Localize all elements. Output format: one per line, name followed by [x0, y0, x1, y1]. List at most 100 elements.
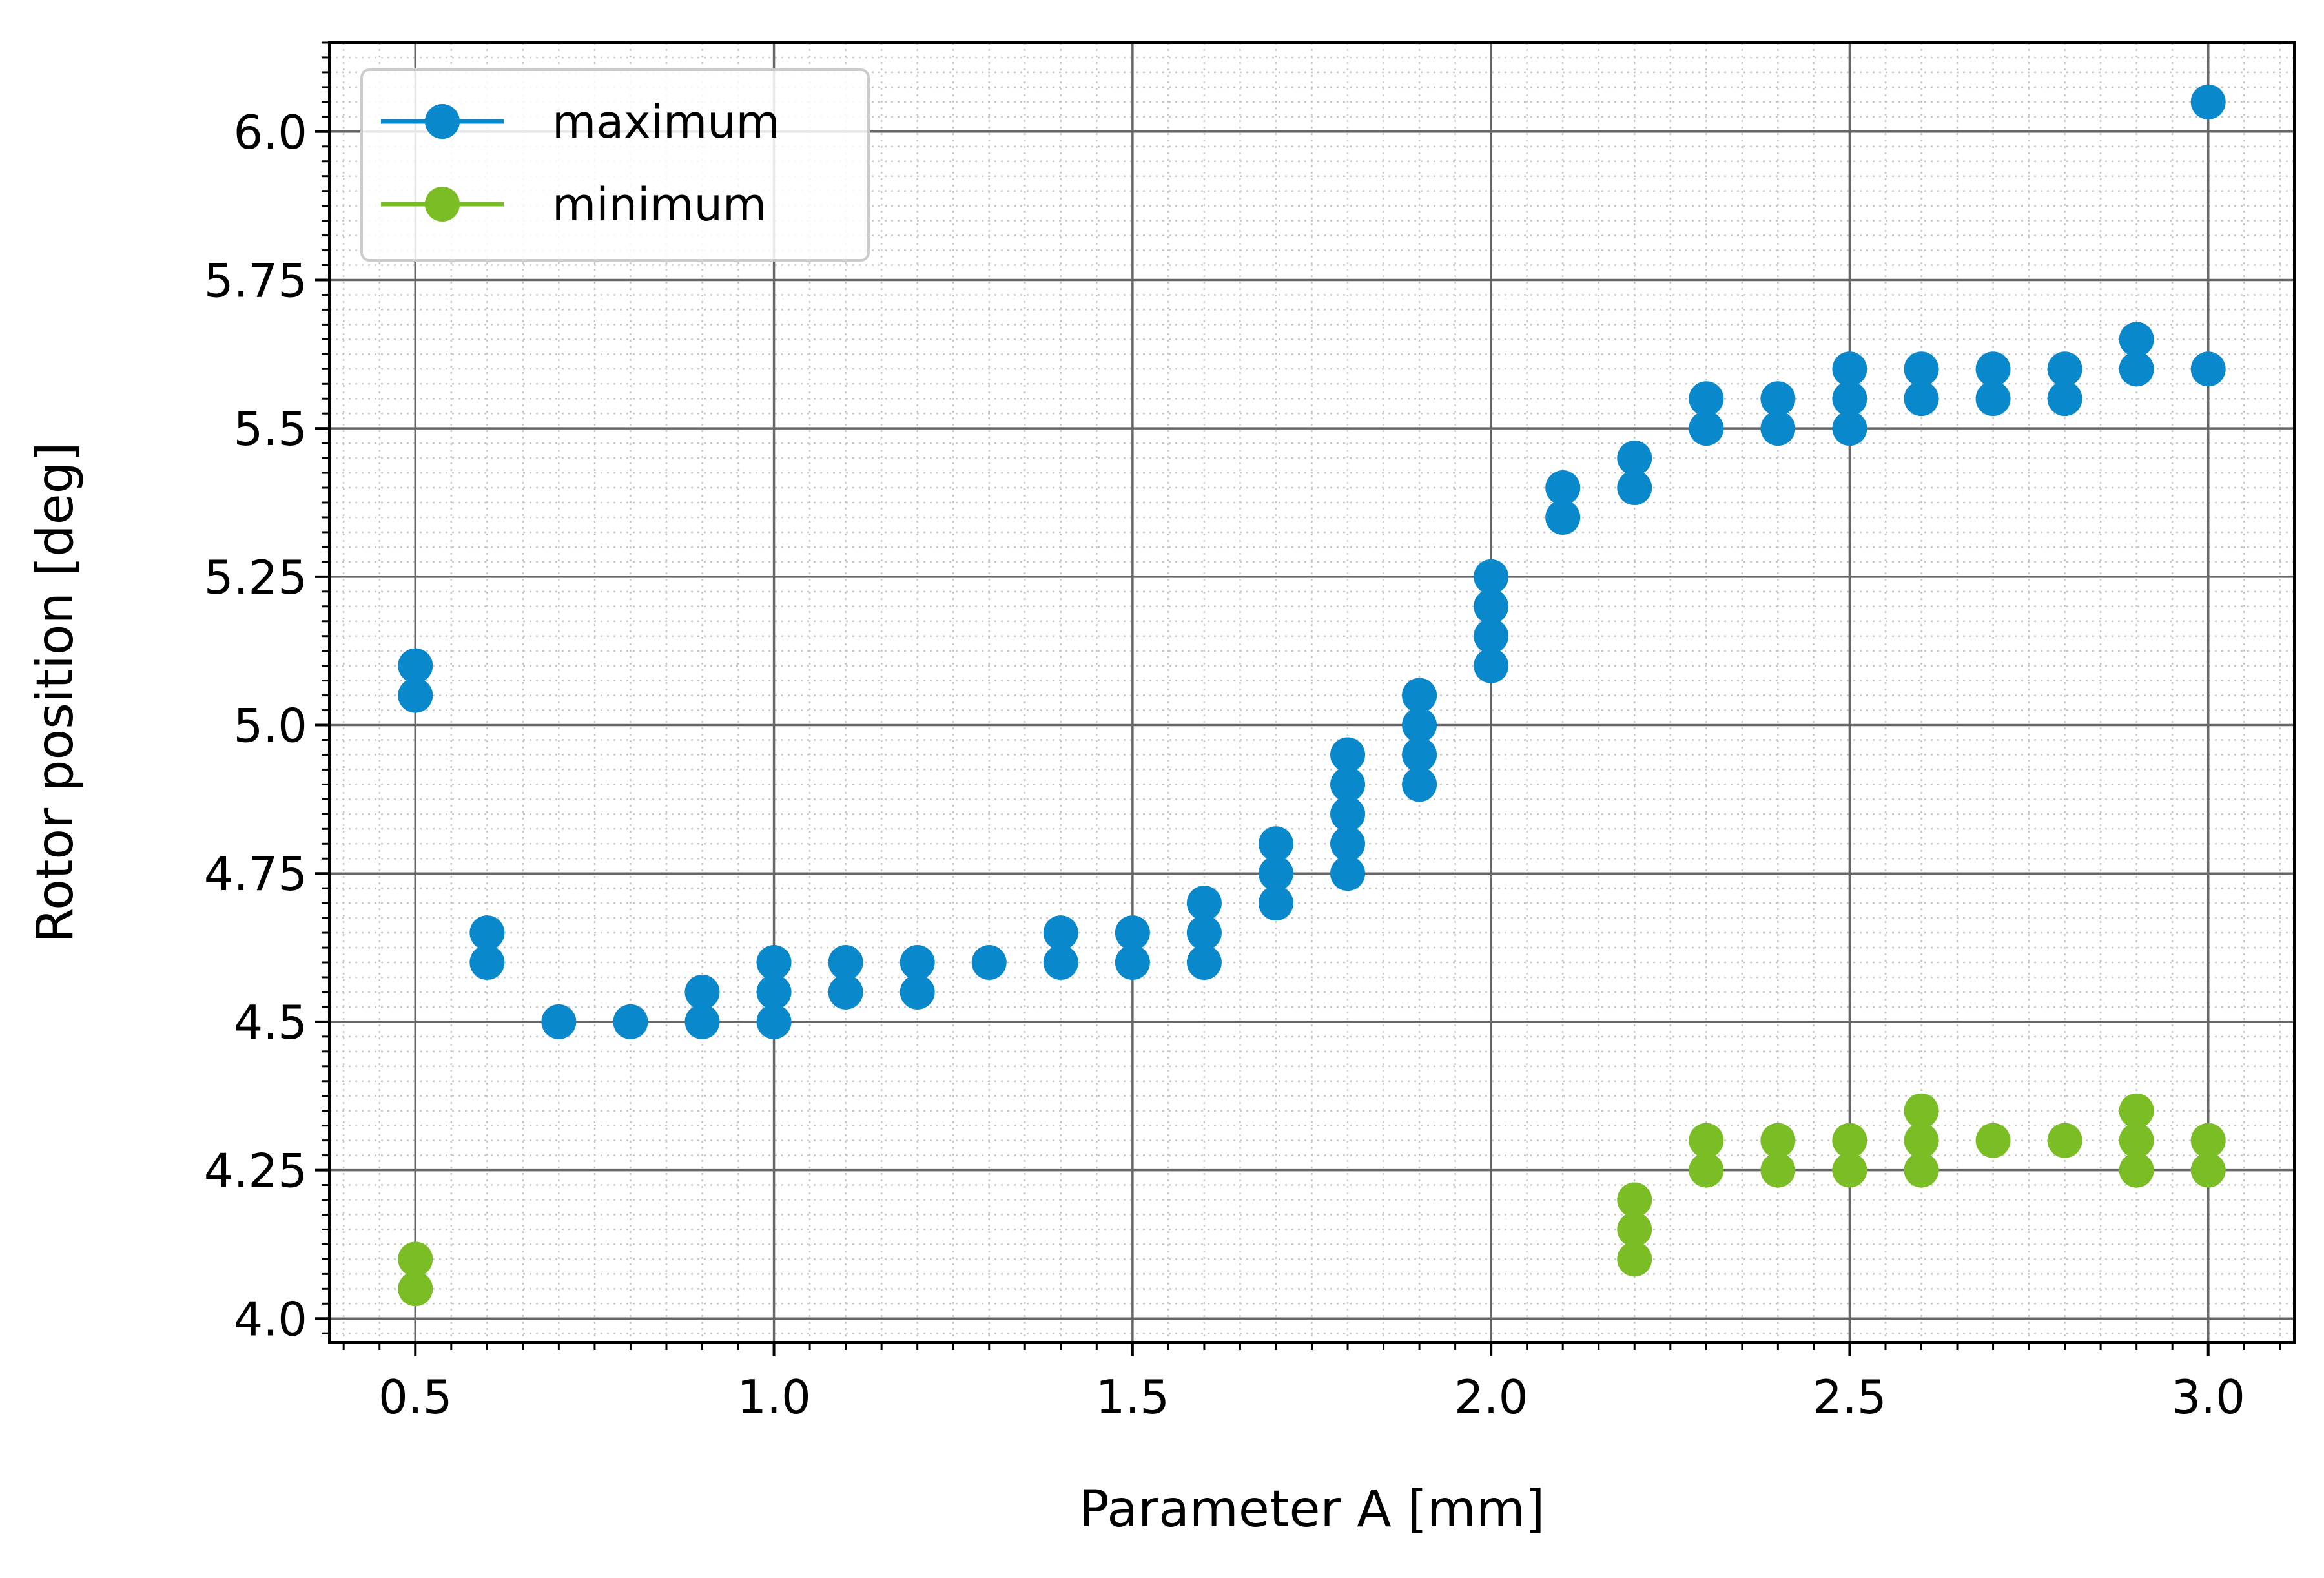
minimum-point — [1832, 1152, 1867, 1188]
maximum-point — [828, 945, 863, 981]
maximum-point — [1186, 886, 1222, 921]
series-layer — [398, 84, 2226, 1307]
maximum-point — [1186, 945, 1222, 981]
legend-label: maximum — [552, 96, 780, 149]
minimum-point — [398, 1271, 433, 1307]
maximum-point — [1330, 826, 1366, 862]
maximum-point — [398, 678, 433, 713]
minimum-point — [1832, 1123, 1867, 1158]
maximum-point — [1474, 559, 1509, 594]
maximum-point — [2119, 351, 2154, 387]
minimum-point — [1760, 1152, 1796, 1188]
legend-box — [360, 68, 870, 262]
minimum-point — [1904, 1123, 1939, 1158]
legend-item-maximum: maximum — [381, 96, 780, 149]
tick-labels: 0.5 1.0 1.5 2.0 2.5 3.0 4.0 4.25 4.5 4.75 5.0 5.25 5… — [204, 105, 2245, 1424]
maximum-point — [1617, 441, 1652, 476]
minimum-point — [1760, 1123, 1796, 1158]
y-tick-label: 5.5 — [233, 402, 307, 456]
legend-item-minimum: minimum — [381, 178, 766, 231]
maximum-point — [684, 974, 720, 1010]
y-tick-label: 4.0 — [233, 1292, 307, 1346]
y-tick-label: 5.0 — [233, 699, 307, 753]
maximum-point — [684, 1004, 720, 1039]
minimum-point — [1617, 1241, 1652, 1277]
minimum-point — [1904, 1152, 1939, 1188]
minimum-point — [2119, 1123, 2154, 1158]
maximum-point — [1545, 470, 1581, 506]
y-tick-label: 6.0 — [233, 105, 307, 160]
y-tick-label: 4.25 — [204, 1144, 307, 1198]
y-axis-title: Rotor position [deg] — [26, 442, 85, 942]
maximum-point — [756, 974, 792, 1010]
maximum-point — [1043, 915, 1078, 951]
legend-label: minimum — [552, 178, 766, 231]
maximum-point — [1474, 618, 1509, 654]
axis-ticks — [315, 41, 2281, 1356]
maximum-point — [1975, 381, 2011, 417]
maximum-point — [971, 945, 1007, 981]
maximum-point — [1474, 648, 1509, 683]
x-tick-label: 1.5 — [1096, 1370, 1170, 1424]
y-tick-label: 4.5 — [233, 995, 307, 1050]
maximum-point — [1258, 856, 1293, 891]
maximum-point — [1975, 351, 2011, 387]
minimum-point — [1689, 1152, 1724, 1188]
maximum-point — [2119, 322, 2154, 357]
maximum-point — [1832, 351, 1867, 387]
maximum-point — [2047, 381, 2082, 417]
maximum-point — [1330, 767, 1366, 802]
x-tick-label: 2.0 — [1454, 1370, 1528, 1424]
maximum-point — [1904, 381, 1939, 417]
maximum-point — [1402, 767, 1437, 802]
minimum-point — [2119, 1093, 2154, 1128]
maximum-point — [1402, 737, 1437, 773]
maximum-point — [1330, 796, 1366, 832]
y-tick-label: 5.25 — [204, 550, 307, 605]
maximum-point — [613, 1004, 648, 1039]
maximum-point — [756, 945, 792, 981]
minimum-point — [1904, 1093, 1939, 1128]
maximum-point — [2047, 351, 2082, 387]
minimum-point — [1975, 1123, 2011, 1158]
maximum-point — [1760, 381, 1796, 417]
minimum-point — [2047, 1123, 2082, 1158]
maximum-point — [1689, 381, 1724, 417]
legend-marker — [425, 187, 460, 222]
minimum-point — [1689, 1123, 1724, 1158]
maximum-point — [1043, 945, 1078, 981]
minimum-point — [398, 1241, 433, 1277]
maximum-point — [2190, 351, 2226, 387]
maximum-point — [469, 945, 505, 981]
maximum-point — [1545, 499, 1581, 535]
maximum-point — [1115, 945, 1150, 981]
x-axis-title: Parameter A [mm] — [1079, 1480, 1545, 1539]
y-tick-label: 4.75 — [204, 847, 307, 901]
x-tick-label: 1.0 — [737, 1370, 811, 1424]
maximum-point — [1115, 915, 1150, 951]
minimum-point — [1617, 1182, 1652, 1218]
maximum-point — [1904, 351, 1939, 387]
maximum-point — [1689, 411, 1724, 446]
maximum-point — [1330, 737, 1366, 773]
maximum-point — [1617, 470, 1652, 506]
series-maximum — [398, 84, 2226, 1039]
maximum-point — [900, 945, 935, 981]
maximum-point — [1474, 588, 1509, 624]
minimum-point — [1617, 1212, 1652, 1247]
x-tick-label: 0.5 — [378, 1370, 453, 1424]
maximum-point — [398, 648, 433, 683]
maximum-point — [1832, 411, 1867, 446]
maximum-point — [2190, 84, 2226, 119]
minimum-point — [2119, 1152, 2154, 1188]
legend: maximum minimum — [360, 68, 870, 262]
maximum-point — [900, 974, 935, 1010]
maximum-point — [1186, 915, 1222, 951]
maximum-point — [1402, 678, 1437, 713]
series-minimum — [398, 1093, 2226, 1307]
maximum-point — [1258, 886, 1293, 921]
maximum-point — [1258, 826, 1293, 862]
minimum-point — [2190, 1152, 2226, 1188]
